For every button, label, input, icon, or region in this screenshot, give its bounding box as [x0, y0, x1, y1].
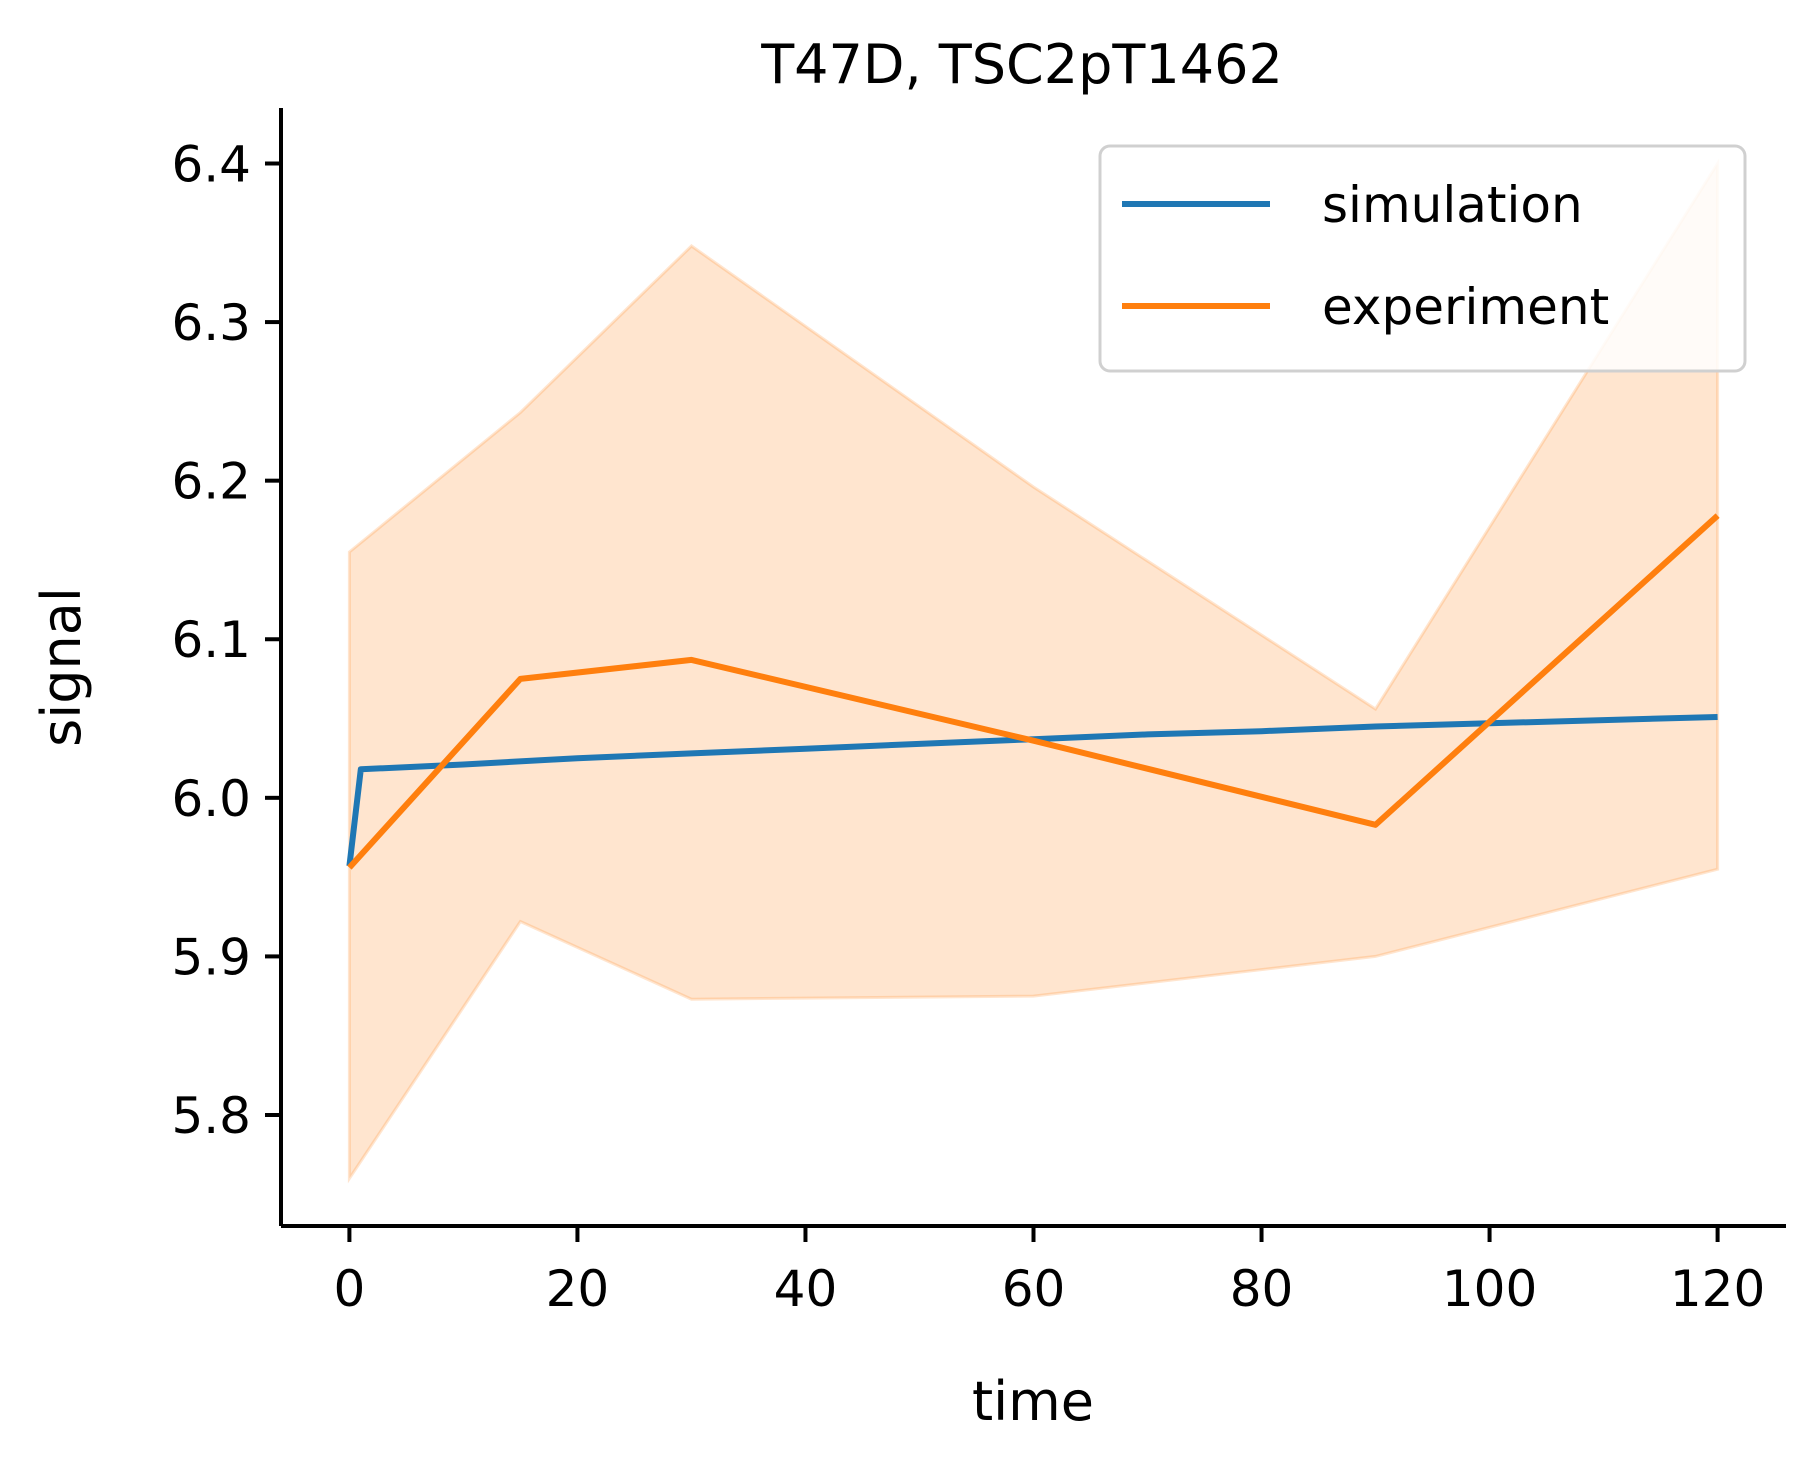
y-tick-label: 6.0: [171, 770, 251, 828]
y-tick-label: 6.2: [171, 453, 251, 511]
chart-title: T47D, TSC2pT1462: [760, 33, 1283, 96]
legend: simulation experiment: [1098, 144, 1747, 373]
legend-label-simulation: simulation: [1322, 176, 1583, 234]
series-line-simulation: [346, 714, 1718, 867]
y-axis-ticks: 5.8 5.9 6.0 6.1 6.2 6.3 6.4: [171, 136, 281, 1145]
series-line-experiment: [347, 513, 1720, 870]
y-tick-label: 5.8: [171, 1087, 251, 1145]
x-axis-label: time: [972, 1370, 1094, 1433]
x-tick-label: 100: [1442, 1260, 1537, 1318]
y-tick-label: 6.1: [171, 611, 251, 669]
x-tick-label: 80: [1230, 1260, 1294, 1318]
y-axis-label: signal: [30, 587, 93, 747]
band-experiment: [347, 158, 1720, 1184]
confidence-bands: [347, 158, 1720, 1184]
x-tick-label: 20: [546, 1260, 610, 1318]
x-tick-label: 40: [774, 1260, 838, 1318]
legend-label-experiment: experiment: [1322, 278, 1609, 336]
x-tick-label: 0: [334, 1260, 366, 1318]
series-lines: [346, 513, 1720, 870]
y-tick-label: 6.4: [171, 136, 251, 194]
y-tick-label: 6.3: [171, 294, 251, 352]
x-axis-ticks: 0 20 40 60 80 100 120: [334, 1226, 1765, 1318]
x-tick-label: 120: [1670, 1260, 1765, 1318]
x-tick-label: 60: [1002, 1260, 1066, 1318]
y-tick-label: 5.9: [171, 928, 251, 986]
